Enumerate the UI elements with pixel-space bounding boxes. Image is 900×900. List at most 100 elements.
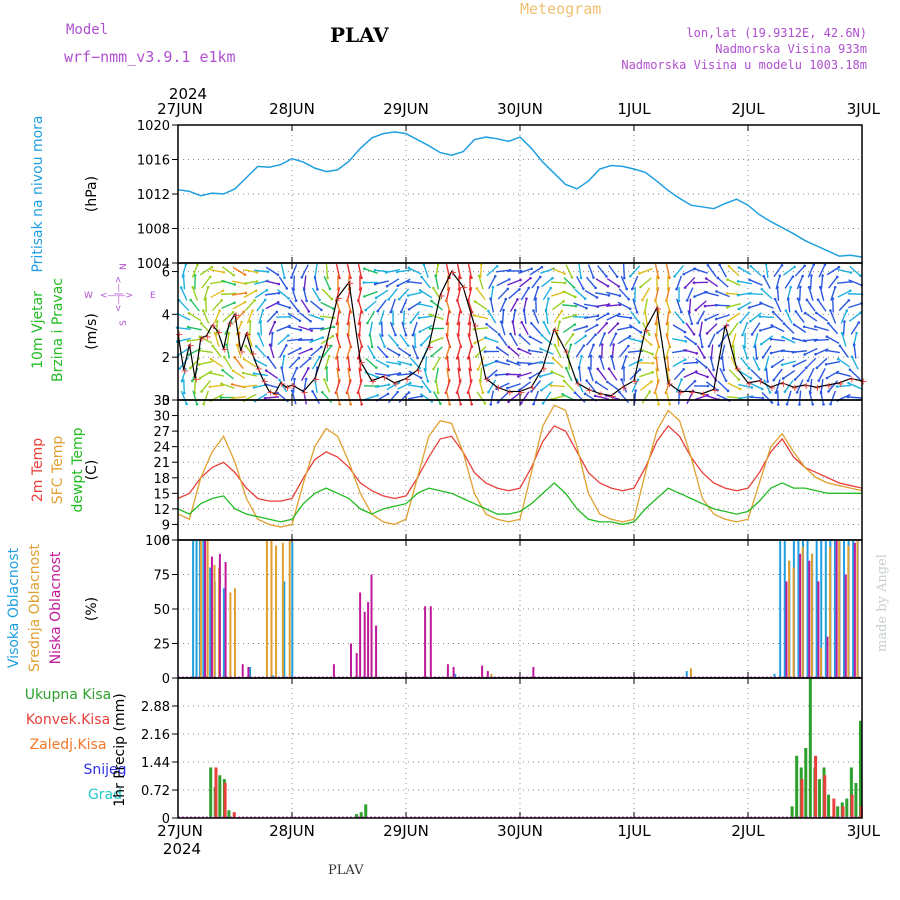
year-label-bottom: 2024	[163, 840, 201, 858]
wind-arrow-head	[513, 308, 517, 312]
wind-arrow	[783, 323, 795, 334]
wind-arrow-head	[230, 383, 234, 386]
wind-arrow-head	[852, 343, 856, 346]
wind-arrow-head	[259, 320, 262, 323]
wind-arrow	[665, 287, 671, 301]
wind-arrow-head	[571, 333, 575, 336]
wind-arrow-head	[822, 403, 825, 406]
wind-arrow-head	[185, 402, 188, 406]
wind-arrow	[818, 264, 826, 278]
y-tick-label: 21	[153, 456, 170, 471]
wind-arrow	[848, 382, 862, 390]
wind-arrow	[243, 372, 257, 377]
wind-point-marker: +	[677, 387, 685, 398]
wind-arrow	[397, 382, 411, 390]
wind-arrow-head	[373, 356, 376, 359]
wind-arrow	[618, 391, 630, 404]
wind-arrow	[500, 321, 506, 336]
wind-arrow	[358, 321, 362, 336]
wind-arrow-head	[200, 390, 203, 393]
wind-point-marker: +	[859, 377, 867, 388]
wind-arrow-head	[560, 309, 564, 313]
wind-arrow	[358, 309, 362, 325]
wind-arrow	[265, 369, 279, 380]
wind-arrow	[805, 357, 817, 369]
wind-arrow-head	[285, 344, 288, 347]
wind-arrow	[606, 394, 620, 401]
wind-arrow	[739, 311, 751, 323]
wind-arrow	[467, 298, 473, 313]
wind-arrow	[364, 394, 378, 401]
wind-arrow-head	[507, 400, 510, 404]
wind-arrow	[585, 276, 597, 289]
wind-arrow	[298, 348, 312, 355]
wind-arrow	[457, 309, 461, 325]
wind-arrow	[594, 291, 610, 297]
wind-arrow-head	[629, 316, 633, 320]
wind-arrow	[819, 390, 825, 405]
wind-arrow-head	[227, 331, 231, 335]
wind-arrow-head	[622, 366, 626, 369]
wind-arrow	[804, 312, 818, 322]
wind-arrow	[732, 344, 736, 359]
wind-arrow-head	[649, 343, 653, 346]
wind-arrow	[710, 344, 714, 359]
panel-frame	[177, 677, 863, 819]
wind-arrow-head	[298, 319, 302, 323]
wind-arrow-head	[582, 344, 586, 347]
wind-arrow	[551, 291, 565, 297]
wind-arrow-head	[253, 298, 256, 302]
bar-mid_cloud	[490, 673, 493, 678]
wind-arrow-head	[573, 391, 577, 394]
wind-arrow	[192, 287, 198, 301]
bar-total_precip	[227, 810, 231, 818]
wind-arrow	[572, 316, 588, 318]
wind-arrow-head	[481, 391, 485, 395]
wind-arrow	[456, 287, 462, 301]
wind-arrow-head	[791, 275, 795, 278]
wind-arrow-head	[232, 273, 235, 277]
wind-arrow	[347, 321, 351, 336]
wind-arrow-head	[233, 356, 237, 359]
wind-arrow	[606, 291, 620, 297]
wind-arrow	[222, 369, 234, 380]
wind-arrow	[687, 310, 693, 324]
wind-arrow-head	[607, 303, 611, 306]
wind-arrow-head	[483, 350, 487, 353]
wind-arrow-head	[208, 385, 212, 389]
wind-arrow	[496, 278, 510, 287]
wind-arrow	[597, 265, 607, 277]
wind-arrow-head	[280, 366, 284, 369]
wind-arrow	[761, 392, 773, 403]
wind-arrow	[737, 280, 753, 285]
bar-conv_precip	[859, 806, 863, 818]
wind-arrow-head	[536, 286, 540, 289]
wind-arrow	[578, 367, 582, 382]
wind-arrow-head	[374, 296, 378, 300]
temp-title: dewpt Temp	[70, 427, 86, 512]
wind-arrow-head	[406, 344, 410, 347]
wind-arrow	[311, 287, 321, 301]
wind-arrow	[728, 368, 740, 381]
wind-arrow-head	[706, 375, 709, 379]
wind-arrow	[259, 321, 263, 336]
wind-arrow-head	[791, 337, 795, 340]
wind-arrow	[256, 299, 266, 312]
wind-arrow	[386, 268, 400, 274]
wind-arrow	[621, 356, 627, 370]
wind-arrow-head	[311, 390, 314, 393]
wind-arrow	[222, 311, 234, 323]
wind-arrow	[751, 322, 761, 335]
wind-arrow-head	[294, 299, 298, 302]
temp-title: SFC Temp	[50, 436, 66, 505]
wind-arrow	[298, 325, 312, 332]
wind-arrow-head	[495, 387, 498, 391]
wind-arrow	[486, 323, 498, 334]
wind-arrow-head	[255, 271, 259, 274]
wind-arrow	[467, 287, 473, 301]
y-tick-label: 1008	[137, 223, 170, 238]
wind-arrow	[717, 380, 729, 392]
wind-arrow-head	[198, 376, 202, 380]
wind-arrow	[301, 368, 309, 381]
wind-arrow-head	[204, 297, 207, 300]
